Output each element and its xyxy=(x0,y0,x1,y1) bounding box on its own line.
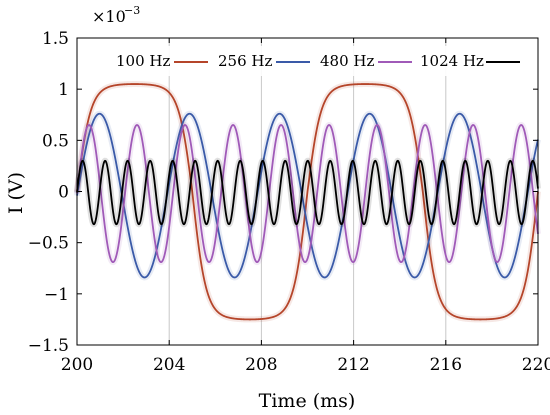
y-tick-label: −1 xyxy=(44,285,69,305)
y-multiplier-base: ×10 xyxy=(92,7,126,26)
series-line-256-hz xyxy=(76,112,539,279)
x-tick-label: 200 xyxy=(61,355,93,375)
legend-label-480-hz: 480 Hz xyxy=(320,52,374,70)
series-lines xyxy=(74,81,541,323)
y-tick-label: −0.5 xyxy=(28,234,69,254)
y-axis-label: I (V) xyxy=(5,172,27,214)
y-tick-label: −1.5 xyxy=(28,336,69,356)
x-tick-label: 204 xyxy=(153,355,185,375)
y-tick-label: 0 xyxy=(58,183,69,203)
x-tick-label: 220 xyxy=(522,355,550,375)
series-line-1024-hz xyxy=(76,159,539,226)
y-tick-label: 1 xyxy=(58,80,69,100)
y-tick-label: 0.5 xyxy=(42,131,69,151)
y-tick-label: 1.5 xyxy=(42,29,69,49)
x-tick-label: 208 xyxy=(245,355,277,375)
series-line-100-hz xyxy=(76,83,539,321)
plot-frame xyxy=(76,37,539,346)
x-axis-label: Time (ms) xyxy=(259,390,356,412)
legend: 100 Hz 256 Hz 480 Hz 1024 Hz xyxy=(110,46,528,76)
y-axis-multiplier: ×10 −3 xyxy=(92,4,140,26)
legend-label-1024-hz: 1024 Hz xyxy=(420,52,484,70)
legend-label-256-hz: 256 Hz xyxy=(218,52,272,70)
y-multiplier-exponent: −3 xyxy=(124,4,140,17)
x-tick-label: 216 xyxy=(430,355,462,375)
series-line-480-hz xyxy=(76,124,539,264)
x-tick-label: 212 xyxy=(337,355,369,375)
legend-label-100-hz: 100 Hz xyxy=(116,52,170,70)
tick-labels: 200 204 208 212 216 220 1.5 1 0.5 0 −0.5 −1 −1.5 xyxy=(28,29,550,375)
grid-lines xyxy=(168,38,447,345)
